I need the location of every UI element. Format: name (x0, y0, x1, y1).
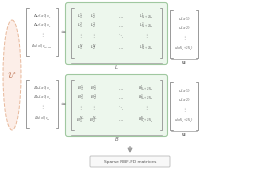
Text: $B_2^1$: $B_2^1$ (90, 84, 96, 94)
FancyBboxPatch shape (90, 156, 170, 167)
Text: $L_{N_s+2N_b}^2$: $L_{N_s+2N_b}^2$ (139, 21, 153, 31)
Text: $L_2^2$: $L_2^2$ (90, 21, 96, 31)
Text: $\cdots$: $\cdots$ (118, 24, 124, 28)
Text: $u(x_2)$: $u(x_2)$ (178, 96, 190, 104)
Text: $\mathbf{u}$: $\mathbf{u}$ (181, 60, 187, 67)
Text: $u(x_{N_s+2N_b})$: $u(x_{N_s+2N_b})$ (174, 45, 194, 53)
Text: $L_1^2$: $L_1^2$ (77, 21, 83, 31)
Text: $\cdots$: $\cdots$ (118, 118, 124, 122)
Ellipse shape (3, 20, 21, 130)
FancyBboxPatch shape (66, 74, 167, 137)
Text: $B_1^1$: $B_1^1$ (77, 84, 84, 94)
Text: $L_{N_s+2N_b}^N$: $L_{N_s+2N_b}^N$ (139, 42, 153, 53)
Text: $B$: $B$ (114, 135, 119, 143)
Text: $\cdots$: $\cdots$ (118, 15, 124, 19)
Text: $\cdots$: $\cdots$ (118, 87, 124, 91)
Text: $L_{N_s+2N_b}^1$: $L_{N_s+2N_b}^1$ (139, 12, 153, 22)
Text: $\Delta u(x)|_{x_{N_s\!+\!2N_b}}$: $\Delta u(x)|_{x_{N_s\!+\!2N_b}}$ (31, 43, 53, 51)
Text: $\vdots$: $\vdots$ (144, 104, 148, 112)
Text: $B_2^2$: $B_2^2$ (90, 93, 96, 103)
Text: $\mathbf{u}$: $\mathbf{u}$ (181, 132, 187, 138)
Text: $\approx$: $\approx$ (59, 101, 67, 107)
Text: $u(x_1)$: $u(x_1)$ (178, 15, 190, 23)
Text: $\Delta u(x)|_{x_1}$: $\Delta u(x)|_{x_1}$ (33, 13, 51, 21)
Text: $\vdots$: $\vdots$ (144, 32, 148, 40)
Text: $\ddots$: $\ddots$ (118, 104, 124, 112)
Text: $B_{N_s+2N_b}^{N_b}$: $B_{N_s+2N_b}^{N_b}$ (139, 114, 154, 126)
Text: $\cdots$: $\cdots$ (118, 46, 124, 50)
Text: $L$: $L$ (114, 63, 119, 71)
FancyBboxPatch shape (66, 3, 167, 64)
Text: $B_1^2$: $B_1^2$ (77, 93, 84, 103)
Text: $B_2^{N_b}$: $B_2^{N_b}$ (88, 115, 98, 126)
Text: $L_1^N$: $L_1^N$ (77, 43, 84, 53)
Text: $\vdots$: $\vdots$ (78, 104, 82, 112)
Text: $B_1^{N_b}$: $B_1^{N_b}$ (76, 115, 84, 126)
Text: $\vdots$: $\vdots$ (182, 106, 186, 114)
Text: $u(x_2)$: $u(x_2)$ (178, 24, 190, 32)
Text: $\vdots$: $\vdots$ (91, 32, 95, 40)
Text: $\mathcal{B}u(x)|_{x_{N_b}}$: $\mathcal{B}u(x)|_{x_{N_b}}$ (34, 115, 50, 123)
Text: $\vdots$: $\vdots$ (182, 34, 186, 42)
Text: $\vdots$: $\vdots$ (40, 31, 44, 39)
Text: $u(x_1)$: $u(x_1)$ (178, 87, 190, 95)
Text: $\Delta u(x)|_{x_2}$: $\Delta u(x)|_{x_2}$ (33, 22, 51, 30)
Text: $B_{N_s+2N_b}^2$: $B_{N_s+2N_b}^2$ (139, 93, 154, 103)
Text: $u(x_{N_s+2N_b})$: $u(x_{N_s+2N_b})$ (174, 117, 194, 125)
Text: $B_{N_s+2N_b}^1$: $B_{N_s+2N_b}^1$ (139, 84, 154, 94)
Text: $\approx$: $\approx$ (59, 29, 67, 35)
Text: $L_2^1$: $L_2^1$ (90, 12, 96, 22)
Text: Sparse RBF-FD matrices: Sparse RBF-FD matrices (104, 159, 156, 164)
Text: $\vdots$: $\vdots$ (40, 103, 44, 111)
Text: $\vdots$: $\vdots$ (91, 104, 95, 112)
Text: $\vdots$: $\vdots$ (78, 32, 82, 40)
Text: $\mathcal{B}u(x)|_{x_2}$: $\mathcal{B}u(x)|_{x_2}$ (33, 94, 51, 102)
Text: $\mathcal{B}u(x)|_{x_1}$: $\mathcal{B}u(x)|_{x_1}$ (33, 85, 51, 93)
Text: $L_2^N$: $L_2^N$ (90, 43, 96, 53)
Text: $\ddots$: $\ddots$ (118, 32, 124, 40)
Text: $\mathcal{U}$: $\mathcal{U}$ (7, 70, 17, 80)
Text: $\cdots$: $\cdots$ (118, 96, 124, 100)
Text: $L_1^1$: $L_1^1$ (77, 12, 83, 22)
